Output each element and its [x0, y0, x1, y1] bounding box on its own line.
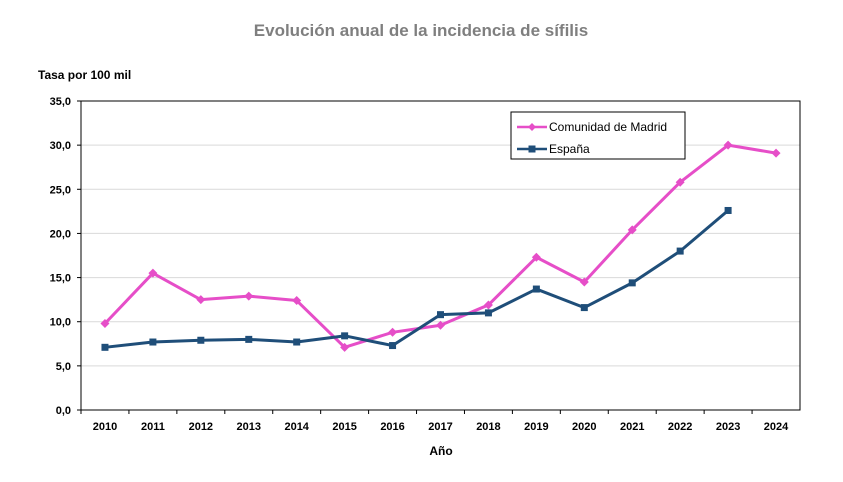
legend-marker-espana — [528, 145, 536, 153]
x-tick-label: 2020 — [572, 421, 596, 433]
x-tick-label: 2021 — [620, 421, 644, 433]
x-tick-label: 2015 — [332, 421, 356, 433]
data-point — [340, 342, 350, 352]
data-point — [388, 327, 398, 337]
data-point — [579, 277, 589, 287]
legend-box — [510, 111, 686, 160]
chart-title: Evolución anual de la incidencia de sífi… — [254, 21, 588, 40]
data-point — [197, 336, 205, 344]
x-tick-label: 2019 — [524, 421, 548, 433]
data-point — [101, 343, 109, 351]
data-point — [436, 320, 445, 330]
data-point — [676, 247, 684, 255]
x-tick-labels: 2010 2011 2012 2013 2014 2015 2016 2017 2018 2019… — [80, 410, 789, 433]
y-tick-label: 25,0 — [50, 184, 71, 196]
data-point — [196, 295, 206, 305]
data-point — [292, 296, 302, 306]
x-tick-label: 2010 — [93, 421, 117, 433]
x-tick-label: 2011 — [141, 421, 165, 433]
series-line — [104, 209, 730, 349]
data-point — [100, 318, 110, 328]
data-point — [244, 291, 254, 301]
y-tick-label: 0,0 — [56, 405, 71, 417]
data-point — [149, 338, 157, 346]
data-point — [771, 148, 781, 158]
data-point — [483, 300, 493, 310]
y-axis-label: Tasa por 100 mil — [38, 68, 131, 82]
x-tick-label: 2012 — [189, 421, 213, 433]
data-point — [628, 279, 636, 287]
legend: Comunidad de Madrid España — [510, 111, 686, 160]
y-tick-label: 20,0 — [50, 228, 71, 240]
series-0 — [100, 140, 781, 352]
data-point — [484, 309, 492, 317]
x-tick-label: 2016 — [380, 421, 404, 433]
y-tick-label: 30,0 — [50, 140, 71, 152]
data-point — [245, 335, 253, 343]
x-tick-label: 2022 — [668, 421, 692, 433]
plot-area — [80, 100, 801, 411]
x-tick-label: 2017 — [428, 421, 452, 433]
data-point — [341, 332, 349, 340]
data-point — [293, 338, 301, 346]
x-tick-label: 2013 — [237, 421, 261, 433]
y-tick-label: 35,0 — [50, 96, 71, 108]
data-point — [627, 225, 637, 235]
x-tick-label: 2024 — [764, 421, 789, 433]
data-point — [675, 177, 685, 187]
y-tick-labels: 0,0 5,0 10,0 15,0 20,0 25,0 30,0 35,0 — [50, 96, 81, 417]
data-point — [532, 285, 540, 293]
gridlines — [81, 144, 800, 367]
data-point — [724, 206, 732, 214]
data-point — [531, 252, 541, 262]
series-1 — [101, 206, 732, 351]
series-lines — [100, 140, 781, 352]
legend-label-madrid: Comunidad de Madrid — [549, 120, 667, 134]
legend-label-espana: España — [549, 142, 590, 156]
x-tick-label: 2023 — [716, 421, 740, 433]
x-axis-label: Año — [429, 444, 452, 458]
data-point — [580, 304, 588, 312]
y-tick-label: 5,0 — [56, 361, 71, 373]
y-tick-label: 10,0 — [50, 317, 71, 329]
data-point — [437, 311, 444, 319]
data-point — [148, 268, 158, 278]
x-tick-label: 2018 — [476, 421, 500, 433]
legend-marker-madrid — [528, 123, 536, 131]
x-tick-label: 2014 — [284, 421, 309, 433]
data-point — [723, 140, 733, 150]
y-tick-label: 15,0 — [50, 273, 71, 285]
data-point — [389, 342, 397, 350]
